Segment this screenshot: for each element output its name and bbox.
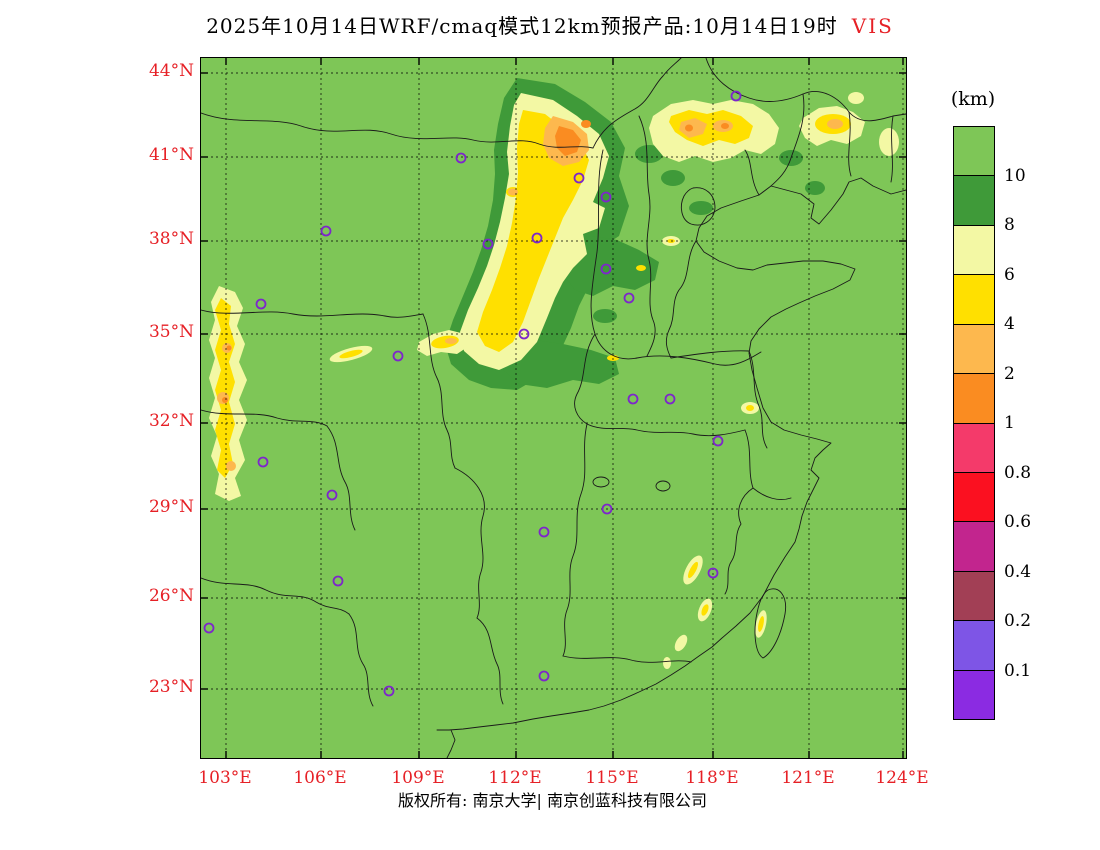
lat-label: 23°N	[148, 677, 194, 697]
city-marker	[332, 575, 344, 587]
map-frame	[200, 57, 907, 759]
city-marker	[383, 685, 395, 697]
colorbar-tick-label: 6	[1004, 264, 1015, 285]
lon-label: 109°E	[391, 768, 445, 788]
colorbar-segment	[954, 374, 994, 424]
colorbar-tick-label: 0.1	[1004, 660, 1032, 681]
title-variable-vis: VIS	[851, 14, 894, 38]
lat-label: 38°N	[148, 229, 194, 249]
city-marker	[482, 238, 494, 250]
lat-label: 29°N	[148, 497, 194, 517]
city-marker	[707, 567, 719, 579]
colorbar-segment	[954, 225, 994, 276]
lon-axis: 103°E 106°E 109°E 112°E 115°E 118°E 121°E 124°E	[0, 768, 1100, 794]
lat-label: 32°N	[148, 411, 194, 431]
colorbar-tick-label: 2	[1004, 363, 1015, 384]
city-marker	[518, 328, 530, 340]
city-marker	[320, 225, 332, 237]
city-marker	[538, 526, 550, 538]
map-svg	[201, 58, 906, 758]
colorbar-tick-label: 0.4	[1004, 561, 1032, 582]
colorbar-tick-label: 10	[1004, 165, 1026, 186]
city-marker	[664, 393, 676, 405]
taiwan-outline	[754, 588, 787, 659]
boundaries	[201, 58, 906, 758]
colorbar-segment	[954, 522, 994, 572]
lon-label: 106°E	[293, 768, 347, 788]
colorbar-segment	[954, 571, 994, 622]
city-marker	[255, 298, 267, 310]
lon-label: 124°E	[875, 768, 929, 788]
colorbar-segment	[954, 176, 994, 226]
colorbar-tick-label: 0.2	[1004, 611, 1032, 631]
city-marker	[392, 350, 404, 362]
lat-label: 35°N	[148, 322, 194, 342]
lon-label: 118°E	[685, 768, 739, 788]
city-marker	[601, 503, 613, 515]
lon-label: 121°E	[781, 768, 835, 788]
colorbar-tick-label: 4	[1004, 314, 1015, 334]
city-marker	[730, 90, 742, 102]
lake-outline	[592, 476, 610, 488]
city-marker	[203, 622, 215, 634]
colorbar-segment	[954, 423, 994, 473]
city-markers	[203, 90, 742, 697]
colorbar-segment	[954, 127, 994, 177]
colorbar-labels: 10 8 6 4 2 1 0.8 0.6 0.4 0.2 0.1	[1004, 126, 1074, 720]
lake-outline	[655, 480, 671, 492]
colorbar-segment	[954, 324, 994, 375]
city-marker	[531, 232, 543, 244]
city-marker	[326, 489, 338, 501]
city-marker	[600, 191, 612, 203]
lon-label: 112°E	[488, 768, 542, 788]
lat-label: 44°N	[148, 61, 194, 81]
colorbar-tick-label: 0.6	[1004, 512, 1032, 532]
city-marker	[623, 292, 635, 304]
lat-axis: 44°N 41°N 38°N 35°N 32°N 29°N 26°N 23°N	[128, 0, 194, 770]
colorbar-tick-label: 8	[1004, 215, 1015, 235]
city-marker	[712, 435, 724, 447]
lon-label: 115°E	[585, 768, 639, 788]
colorbar-segment	[954, 621, 994, 671]
footer-copyright: 版权所有: 南京大学| 南京创蓝科技有限公司	[398, 791, 707, 810]
colorbar-tick-label: 0.8	[1004, 462, 1032, 483]
colorbar-segments	[953, 126, 995, 720]
colorbar-tick-label: 1	[1004, 413, 1015, 433]
city-marker	[455, 152, 467, 164]
contour-level-1-2	[222, 120, 729, 403]
city-marker	[538, 670, 550, 682]
city-marker	[257, 456, 269, 468]
colorbar-segment	[954, 275, 994, 325]
title-main: 2025年10月14日WRF/cmaq模式12km预报产品:10月14日19时	[206, 14, 838, 38]
city-marker	[600, 263, 612, 275]
city-marker	[627, 393, 639, 405]
colorbar-unit-label: (km)	[950, 88, 996, 110]
colorbar-segment	[954, 670, 994, 720]
page-title: 2025年10月14日WRF/cmaq模式12km预报产品:10月14日19时 V…	[10, 10, 1090, 39]
lat-label: 26°N	[148, 586, 194, 606]
colorbar-segment	[954, 472, 994, 523]
city-marker	[573, 172, 585, 184]
lat-label: 41°N	[148, 145, 194, 165]
frame-ticks	[201, 58, 906, 758]
lon-label: 103°E	[198, 768, 252, 788]
graticule	[201, 58, 906, 758]
